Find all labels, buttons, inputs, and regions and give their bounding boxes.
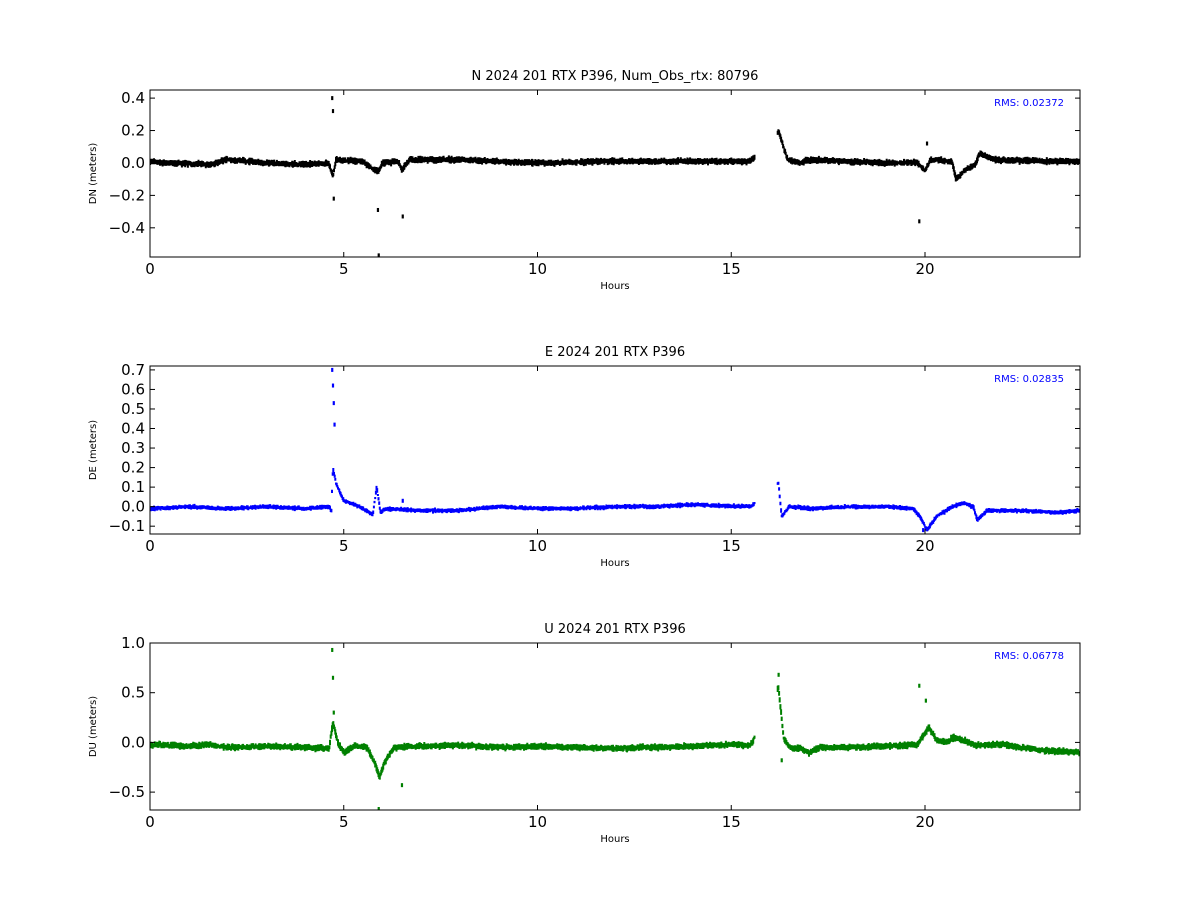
data-point [333, 422, 336, 427]
data-series-1 [150, 367, 1080, 534]
y-tick-label: 0.1 [121, 478, 145, 496]
y-axis-label: DE (meters) [88, 420, 99, 480]
y-tick-label: 1.0 [121, 634, 145, 652]
y-tick-label: 0.0 [121, 154, 145, 172]
x-tick-label: 5 [339, 537, 349, 555]
plot-frame [149, 642, 1081, 811]
data-series-1 [150, 647, 1080, 810]
data-point [918, 219, 921, 224]
data-point [331, 383, 335, 388]
y-tick-label: −0.1 [109, 517, 145, 535]
y-tick-label: 0.0 [121, 733, 145, 751]
plot-frame [149, 365, 1081, 535]
data-band [150, 468, 1080, 532]
chart-title: N 2024 201 RTX P396, Num_Obs_rtx: 80796 [472, 69, 759, 84]
chart-panel-2: 0 5 10 15 20 −0.10.0 0.10.2 0.30.4 0.5 0.60.7 E 20… [88, 345, 1081, 569]
data-point [924, 698, 927, 703]
x-tick-label: 5 [339, 260, 349, 278]
data-band [150, 685, 1080, 780]
data-point [331, 367, 334, 372]
data-series-1 [150, 96, 1080, 257]
x-axis-label: Hours [600, 558, 629, 569]
data-point [925, 141, 929, 146]
x-tick-label: 20 [915, 813, 934, 831]
y-tick-label: −0.4 [109, 219, 145, 237]
data-point [332, 710, 335, 715]
x-tick-label: 15 [722, 260, 741, 278]
rms-annotation: RMS: 0.02372 [994, 98, 1064, 109]
y-tick-label: −0.2 [109, 186, 145, 204]
x-tick-label: 0 [145, 813, 155, 831]
x-tick-label: 0 [145, 260, 155, 278]
chart-panel-1: 0 5 10 15 20 −0.4 −0.2 0.0 0.2 0.4 N 2024 201 RTX … [88, 69, 1081, 292]
y-tick-label: 0.4 [121, 89, 145, 107]
x-tick-label: 20 [915, 537, 934, 555]
y-axis-label: DU (meters) [88, 696, 99, 757]
y-tick-label: 0.0 [121, 498, 145, 516]
data-point [922, 528, 925, 533]
rms-annotation: RMS: 0.06778 [994, 651, 1064, 662]
x-tick-label: 0 [145, 537, 155, 555]
y-tick-label: 0.5 [121, 400, 145, 418]
x-tick-label: 15 [722, 813, 741, 831]
y-tick-label: 0.2 [121, 122, 145, 140]
plot-frame [149, 89, 1081, 258]
rms-annotation: RMS: 0.02835 [994, 374, 1064, 385]
data-point [401, 498, 404, 503]
data-point [777, 672, 780, 677]
data-point [918, 683, 921, 688]
y-tick-label: 0.3 [121, 439, 145, 457]
x-axis-label: Hours [600, 281, 629, 292]
data-point [332, 196, 335, 201]
chart-title: E 2024 201 RTX P396 [545, 345, 685, 360]
y-tick-label: 0.7 [121, 361, 145, 379]
x-tick-label: 10 [528, 260, 547, 278]
chart-title: U 2024 201 RTX P396 [544, 622, 686, 637]
data-point [376, 207, 380, 212]
data-point [377, 807, 380, 810]
data-point [780, 758, 783, 763]
x-tick-label: 20 [915, 260, 934, 278]
data-point [401, 214, 404, 219]
data-point [400, 783, 404, 788]
data-point [331, 96, 334, 101]
x-tick-label: 10 [528, 537, 547, 555]
x-tick-label: 15 [722, 537, 741, 555]
data-point [331, 109, 335, 114]
data-point [332, 401, 335, 406]
y-axis-label: DN (meters) [88, 143, 99, 205]
x-axis-label: Hours [600, 834, 629, 845]
y-tick-label: 0.5 [121, 684, 145, 702]
data-point [780, 533, 783, 534]
data-point [377, 253, 380, 257]
y-tick-label: 0.4 [121, 420, 145, 438]
y-tick-label: −0.5 [109, 783, 145, 801]
data-band [150, 129, 1080, 182]
data-point [331, 647, 334, 652]
chart-panel-3: 0 5 10 15 20 −0.5 0.0 0.5 1.0 U 2024 201 RTX P396… [88, 622, 1081, 845]
y-tick-label: 0.2 [121, 459, 145, 477]
x-tick-label: 5 [339, 813, 349, 831]
data-point [331, 675, 335, 680]
x-tick-label: 10 [528, 813, 547, 831]
y-tick-label: 0.6 [121, 380, 145, 398]
